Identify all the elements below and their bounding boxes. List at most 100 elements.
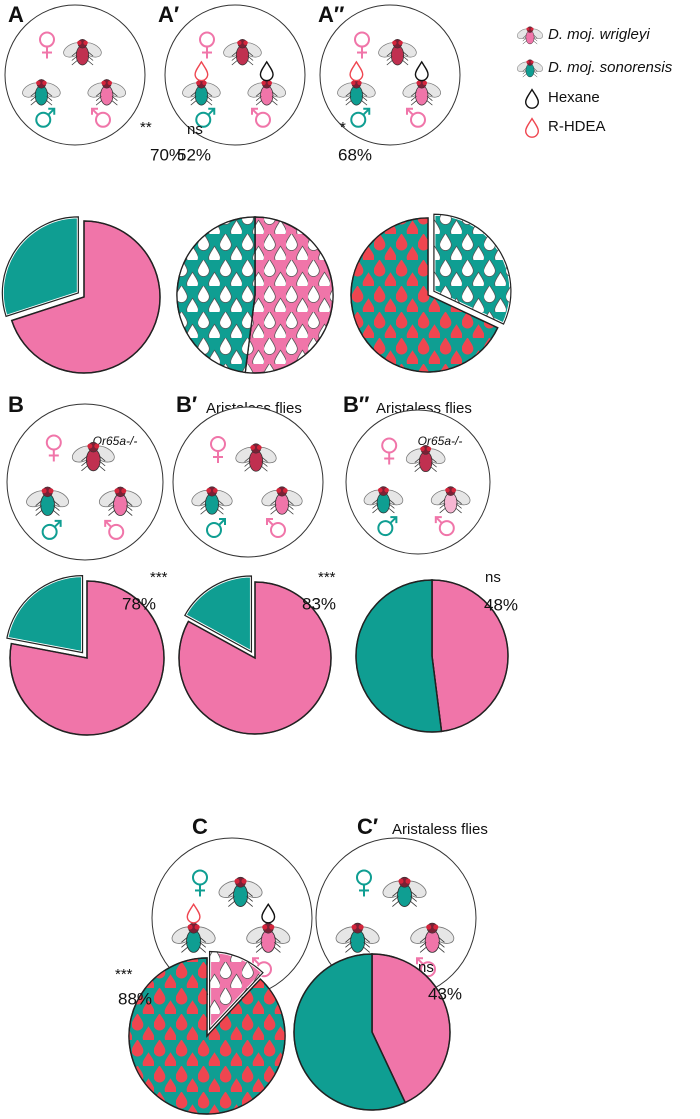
fly-leg <box>410 896 417 902</box>
fly-leg <box>533 34 538 39</box>
fly-eye <box>41 488 47 494</box>
fly-leg <box>81 455 88 462</box>
fly-eye <box>202 80 207 86</box>
fly-leg <box>190 91 197 97</box>
fly-icon <box>246 922 291 953</box>
fly-leg <box>439 508 446 514</box>
fly-leg <box>35 505 42 511</box>
pie-slice <box>5 574 85 655</box>
fly-leg <box>206 95 213 101</box>
slice-pattern <box>176 217 255 373</box>
value-label: 52% <box>177 145 211 164</box>
fly-eye <box>206 488 212 493</box>
male-symbol <box>218 518 226 526</box>
fly-eye <box>422 80 428 86</box>
fly-leg <box>200 509 207 515</box>
fly-eye <box>445 487 450 493</box>
fly-leg <box>255 947 263 953</box>
fly-icon <box>378 38 417 66</box>
slice-pattern <box>351 218 498 372</box>
fly-icon <box>223 38 262 66</box>
male-symbol <box>438 520 455 537</box>
male-symbol <box>95 111 111 128</box>
fly-leg <box>361 91 368 97</box>
fly-eye <box>433 924 439 930</box>
fly-body <box>186 929 202 953</box>
fly-leg <box>522 34 527 39</box>
fly-leg <box>111 95 118 101</box>
fly-leg <box>46 91 53 97</box>
fly-body <box>248 449 264 472</box>
fly-eye <box>83 40 88 46</box>
fly-leg <box>439 498 446 505</box>
male-symbol <box>252 957 260 965</box>
fly-leg <box>274 936 281 943</box>
pie-slice <box>355 579 443 733</box>
fly-leg <box>345 947 352 953</box>
significance: *** <box>115 966 133 983</box>
arena <box>6 403 164 561</box>
fly-leg <box>402 60 409 66</box>
fly-body <box>204 492 220 515</box>
value-label: 70% <box>150 145 184 164</box>
fly-eye <box>267 80 273 86</box>
slice-outline <box>176 216 256 374</box>
fly-eye <box>250 445 256 450</box>
fly-leg <box>419 941 427 948</box>
male-symbol <box>350 111 367 128</box>
fly-leg <box>30 95 37 101</box>
fly-body <box>75 45 90 66</box>
slice-pattern <box>209 951 263 1030</box>
arena <box>172 406 324 558</box>
fly-leg <box>522 37 527 42</box>
fly-leg <box>386 51 393 57</box>
fly-icon <box>182 79 221 106</box>
fly-leg <box>199 936 207 943</box>
panel-label: B′ <box>176 392 197 417</box>
fly-body <box>424 929 440 953</box>
fly-leg <box>95 91 102 97</box>
fly-leg <box>522 70 527 75</box>
slice-outline <box>9 580 165 736</box>
fly-leg <box>522 73 527 78</box>
fly-leg <box>244 466 251 472</box>
fly-leg <box>228 901 235 907</box>
fly-leg <box>228 891 235 897</box>
fly-leg <box>35 510 42 516</box>
fly-eye <box>426 446 432 452</box>
fly-leg <box>35 500 42 506</box>
fly-leg <box>455 508 462 514</box>
fly-icon <box>516 59 544 78</box>
drop-icon <box>524 117 540 138</box>
fly-leg <box>53 505 60 511</box>
panel-label: A <box>8 2 24 27</box>
fly-eye <box>234 878 240 884</box>
arena <box>164 4 306 146</box>
fly-eye <box>526 27 530 31</box>
fly-body <box>443 492 458 514</box>
legend-label: R-HDEA <box>548 118 606 135</box>
fly-leg <box>53 510 60 516</box>
fly-leg <box>246 901 253 907</box>
fly-leg <box>430 466 437 472</box>
male-symbol <box>104 519 112 528</box>
fly-leg <box>111 91 118 97</box>
fly-leg <box>533 37 538 42</box>
fly-leg <box>271 100 278 106</box>
fly-leg <box>402 51 409 57</box>
panel-label: C <box>192 814 208 839</box>
fly-leg <box>246 896 253 902</box>
pie-slice <box>0 215 80 319</box>
male-symbol <box>377 520 394 537</box>
fly-eye <box>36 80 41 86</box>
fly-body <box>376 492 391 514</box>
fly-eye <box>416 80 421 86</box>
drop-icon <box>349 60 364 82</box>
fly-leg <box>206 100 213 106</box>
fly-leg <box>199 947 207 953</box>
value-label: 88% <box>118 989 152 1008</box>
fly-eye <box>398 878 404 884</box>
fly-leg <box>345 941 352 948</box>
slice-outline <box>293 953 407 1111</box>
fly-eye <box>194 924 200 930</box>
